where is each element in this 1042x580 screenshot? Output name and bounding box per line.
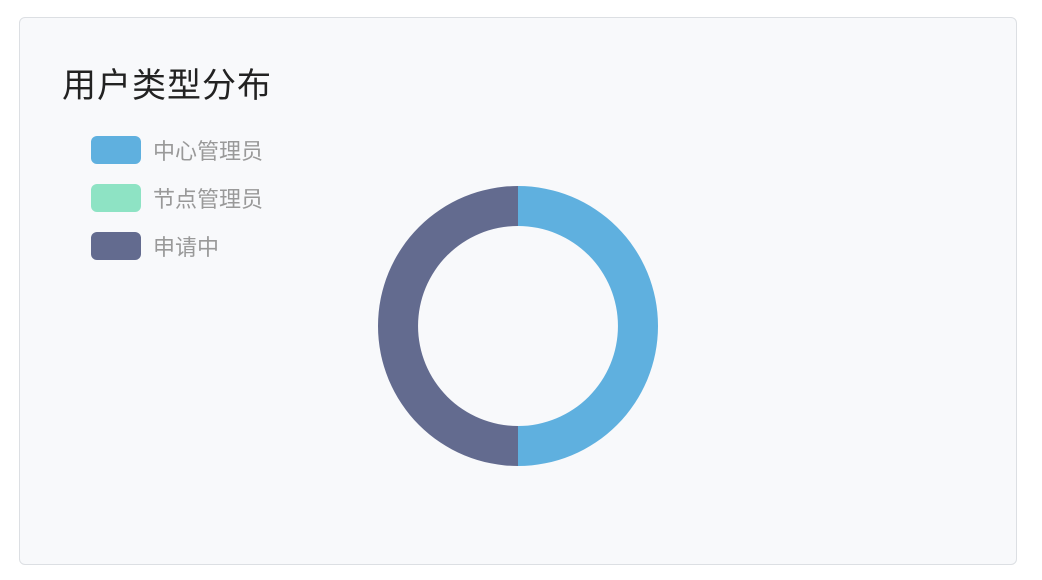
legend-swatch (91, 232, 141, 260)
legend-item-1[interactable]: 节点管理员 (91, 184, 264, 213)
legend-item-0[interactable]: 中心管理员 (91, 136, 264, 165)
legend-item-2[interactable]: 申请中 (91, 232, 263, 261)
donut-slice-2[interactable] (378, 186, 518, 466)
chart-title: 用户类型分布 (62, 66, 272, 106)
legend-label: 中心管理员 (153, 140, 264, 165)
legend: 中心管理员 节点管理员 申请中 (91, 136, 263, 280)
chart-card: 用户类型分布 中心管理员 节点管理员 申请中 (19, 17, 1017, 565)
legend-label: 节点管理员 (153, 188, 264, 213)
legend-label: 申请中 (153, 236, 220, 261)
donut-slice-0[interactable] (518, 186, 658, 466)
legend-swatch (91, 184, 141, 212)
legend-swatch (91, 136, 141, 164)
